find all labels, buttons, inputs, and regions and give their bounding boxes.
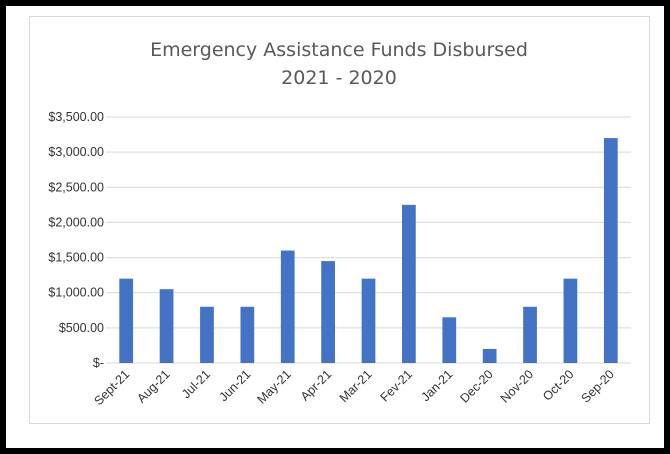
bar: [361, 278, 376, 363]
x-tick-label: Sept-21: [91, 367, 132, 408]
x-tick-label: Dec-20: [457, 367, 495, 405]
y-tick-label: $2,000.00: [48, 215, 104, 229]
bar: [563, 278, 578, 363]
chart-frame: Emergency Assistance Funds Disbursed 202…: [6, 6, 664, 448]
y-tick-label: $1,000.00: [48, 286, 104, 300]
x-tick-label: Jan-21: [418, 367, 455, 404]
chart-area-border: [29, 16, 650, 424]
bar: [402, 204, 416, 363]
bar: [240, 306, 255, 363]
bar: [159, 289, 174, 363]
y-tick-label: $2,500.00: [48, 180, 104, 194]
x-tick-label: Sep-20: [579, 367, 617, 405]
bar: [442, 317, 457, 363]
x-tick-label: Fev-21: [378, 367, 415, 404]
y-axis: $- $500.00 $1,000.00 $1,500.00 $2,000.00 $2,5…: [48, 110, 104, 370]
y-tick-label: $-: [93, 356, 104, 370]
x-tick-label: Mar-21: [337, 367, 375, 405]
y-tick-label: $500.00: [59, 321, 104, 335]
bar-chart: Emergency Assistance Funds Disbursed 202…: [48, 39, 631, 408]
chart-subtitle: 2021 - 2020: [281, 67, 397, 89]
bar: [523, 306, 537, 363]
x-axis: Sept-21 Aug-21 Jul-21 Jun-21 May-21 Apr-21 Mar…: [91, 367, 617, 408]
x-tick-label: Aug-21: [134, 367, 172, 405]
bar: [603, 138, 618, 363]
bars: [119, 138, 618, 363]
x-tick-label: Jul-21: [179, 367, 213, 401]
x-tick-label: May-21: [254, 367, 293, 406]
bar: [119, 278, 134, 363]
y-tick-label: $3,500.00: [48, 110, 104, 124]
bar: [321, 261, 335, 363]
bar: [280, 250, 295, 363]
x-tick-label: Jun-21: [217, 367, 254, 404]
x-tick-label: Apr-21: [298, 367, 334, 403]
y-tick-label: $3,000.00: [48, 145, 104, 159]
gridlines: [106, 116, 631, 364]
bar: [482, 348, 497, 363]
bar: [200, 306, 214, 363]
x-tick-label: Oct-20: [540, 367, 576, 403]
chart-title: Emergency Assistance Funds Disbursed: [150, 39, 528, 61]
y-tick-label: $1,500.00: [48, 251, 104, 265]
x-tick-label: Nov-20: [498, 367, 536, 405]
